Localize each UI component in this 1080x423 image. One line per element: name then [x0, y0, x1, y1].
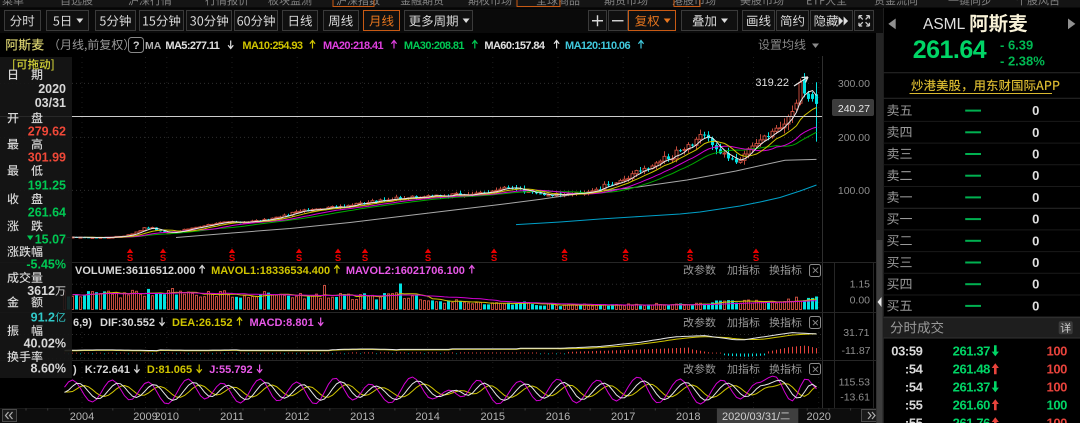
svg-text:300.00: 300.00	[838, 78, 870, 90]
svg-text:6,9): 6,9)	[73, 317, 92, 329]
svg-text:100: 100	[1047, 380, 1068, 395]
svg-text:S: S	[561, 253, 567, 264]
svg-text:S: S	[127, 253, 133, 264]
svg-text:2011: 2011	[220, 411, 244, 423]
svg-text:03/31: 03/31	[35, 96, 66, 110]
svg-text:DIF:30.552: DIF:30.552	[100, 317, 155, 329]
svg-text:100: 100	[1047, 344, 1068, 359]
svg-text:-11.87: -11.87	[842, 345, 871, 357]
svg-text:S: S	[622, 253, 628, 264]
svg-text:J:55.792: J:55.792	[209, 364, 252, 376]
svg-text:- 6.39: - 6.39	[1000, 38, 1033, 53]
svg-text:S: S	[362, 253, 368, 264]
svg-text:100: 100	[1047, 362, 1068, 377]
svg-text:0: 0	[1032, 190, 1039, 205]
svg-text:D:81.065: D:81.065	[147, 364, 192, 376]
svg-text:2018: 2018	[676, 411, 700, 423]
svg-text:261.64: 261.64	[913, 36, 987, 64]
svg-text:0: 0	[1032, 103, 1039, 118]
svg-text:261.76: 261.76	[953, 416, 991, 423]
svg-text::54: :54	[905, 380, 924, 395]
svg-text:-5.45%: -5.45%	[26, 257, 66, 271]
svg-text:31.71: 31.71	[843, 327, 869, 339]
svg-text::54: :54	[905, 362, 924, 377]
svg-text:15.07: 15.07	[35, 233, 66, 247]
svg-text:S: S	[425, 253, 431, 264]
svg-text:MA5:277.11: MA5:277.11	[165, 40, 219, 52]
svg-text:S: S	[296, 253, 302, 264]
svg-text:261.60: 261.60	[953, 398, 991, 413]
svg-text:K:72.641: K:72.641	[85, 364, 130, 376]
svg-text:MA30:208.81: MA30:208.81	[404, 40, 465, 52]
svg-text:200.00: 200.00	[838, 132, 870, 144]
svg-text:MA60:157.84: MA60:157.84	[484, 40, 546, 52]
svg-text:2020: 2020	[806, 411, 830, 423]
svg-text:1.15: 1.15	[850, 279, 871, 291]
svg-text:2020: 2020	[38, 82, 66, 96]
svg-text:100: 100	[1047, 416, 1068, 423]
svg-text:2012: 2012	[285, 411, 309, 423]
svg-text:): )	[73, 364, 77, 376]
svg-text:191.25: 191.25	[28, 178, 66, 192]
svg-text:261.37: 261.37	[953, 380, 991, 395]
svg-text:S: S	[160, 253, 166, 264]
svg-text:3612: 3612	[27, 284, 55, 298]
svg-text:S: S	[335, 253, 341, 264]
svg-text:ASML: ASML	[923, 16, 966, 33]
svg-text:100.00: 100.00	[838, 185, 870, 197]
svg-text:319.22: 319.22	[755, 77, 789, 89]
svg-text:0: 0	[1032, 212, 1039, 227]
svg-text:100: 100	[1047, 398, 1068, 413]
svg-text:S: S	[229, 253, 235, 264]
svg-text:2017: 2017	[611, 411, 635, 423]
svg-text:2010: 2010	[155, 411, 179, 423]
svg-text:91.2: 91.2	[31, 310, 55, 324]
svg-text:DEA:26.152: DEA:26.152	[172, 317, 233, 329]
svg-text:2009: 2009	[133, 411, 157, 423]
svg-text:VOLUME:36116512.000: VOLUME:36116512.000	[75, 265, 195, 277]
svg-text:2004: 2004	[70, 411, 94, 423]
svg-text:0: 0	[1032, 298, 1039, 313]
svg-text:261.48: 261.48	[953, 362, 991, 377]
svg-text:0: 0	[1032, 255, 1039, 270]
svg-text:115.53: 115.53	[839, 377, 870, 389]
svg-text:261.37: 261.37	[953, 344, 991, 359]
svg-text:2015: 2015	[481, 411, 505, 423]
svg-text:40.02%: 40.02%	[24, 336, 66, 350]
svg-text:S: S	[491, 253, 497, 264]
svg-text:2020/03/31/: 2020/03/31/	[722, 411, 781, 423]
svg-text:0: 0	[1032, 277, 1039, 292]
svg-text:2013: 2013	[350, 411, 374, 423]
svg-text:0: 0	[1032, 125, 1039, 140]
svg-text::55: :55	[905, 398, 923, 413]
svg-text:03:59: 03:59	[891, 344, 922, 359]
svg-text:MAVOL2:16021706.100: MAVOL2:16021706.100	[346, 265, 465, 277]
svg-text:301.99: 301.99	[28, 151, 66, 165]
svg-text:2014: 2014	[415, 411, 439, 423]
svg-text:0: 0	[1032, 147, 1039, 162]
svg-text:MACD:8.801: MACD:8.801	[250, 317, 314, 329]
svg-text:- 2.38%: - 2.38%	[1000, 54, 1045, 69]
svg-text:MA10:254.93: MA10:254.93	[242, 40, 303, 52]
svg-text:279.62: 279.62	[28, 125, 66, 139]
svg-text:240.27: 240.27	[838, 103, 870, 115]
svg-text:261.64: 261.64	[28, 205, 66, 219]
svg-text:MAVOL1:18336534.400: MAVOL1:18336534.400	[211, 265, 330, 277]
svg-text::55: :55	[905, 416, 923, 423]
svg-text:0: 0	[1032, 233, 1039, 248]
svg-text:MA20:218.41: MA20:218.41	[323, 40, 384, 52]
svg-text:?: ?	[133, 40, 140, 52]
svg-text:MA: MA	[145, 40, 162, 52]
svg-text:S: S	[687, 253, 693, 264]
svg-text:-13.61: -13.61	[840, 392, 870, 404]
svg-text:0: 0	[1032, 168, 1039, 183]
svg-text:2016: 2016	[546, 411, 570, 423]
svg-text:8.60%: 8.60%	[31, 361, 66, 375]
svg-text:0.00: 0.00	[850, 295, 871, 307]
svg-text:MA120:110.06: MA120:110.06	[565, 40, 630, 52]
svg-text:S: S	[753, 253, 759, 264]
